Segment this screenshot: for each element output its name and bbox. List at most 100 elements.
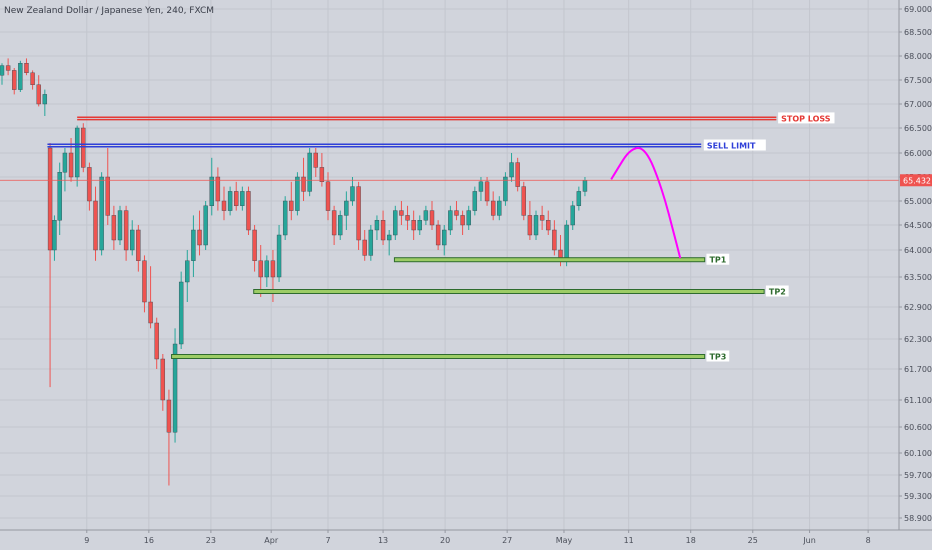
- current-price-label: 65.432: [903, 176, 931, 185]
- level-label: SELL LIMIT: [707, 142, 756, 151]
- candle-body: [582, 180, 588, 192]
- candle-body: [264, 260, 270, 278]
- time-axis-panel[interactable]: [0, 530, 932, 550]
- candle-body: [564, 224, 569, 261]
- candle-body: [215, 176, 221, 202]
- candle-body: [240, 191, 245, 206]
- price-levels[interactable]: STOP LOSS SELL LIMIT TP1 TP2 TP3: [47, 112, 835, 362]
- symbol-title: New Zealand Dollar / Japanese Yen, 240, …: [4, 6, 214, 16]
- candle-body: [386, 234, 392, 241]
- candle-body: [423, 210, 429, 221]
- price-tick-label: 69.000: [904, 5, 932, 14]
- candle: [240, 186, 245, 211]
- candle: [93, 186, 98, 261]
- candle: [405, 205, 410, 230]
- candle-body: [380, 219, 386, 241]
- candle-body: [12, 70, 17, 90]
- candle: [264, 255, 270, 287]
- candle-body: [313, 152, 318, 168]
- candle: [307, 148, 312, 197]
- candle-body: [289, 200, 294, 211]
- candle-body: [276, 234, 282, 278]
- candle: [47, 143, 53, 388]
- candle-body: [258, 260, 263, 278]
- candle: [546, 210, 551, 235]
- candle-body: [472, 191, 478, 211]
- candle-body: [234, 191, 239, 206]
- candle-body: [393, 210, 398, 236]
- candle: [62, 148, 68, 192]
- candle: [478, 177, 484, 201]
- level-label-box: [778, 112, 835, 124]
- level-stop-loss[interactable]: STOP LOSS: [77, 112, 835, 124]
- candle-body: [52, 219, 57, 251]
- price-tick-label: 60.600: [904, 423, 932, 432]
- candle-body: [105, 176, 110, 216]
- candle: [185, 250, 190, 302]
- candle: [448, 205, 453, 235]
- candle: [472, 186, 478, 216]
- level-sell-limit[interactable]: SELL LIMIT: [47, 139, 766, 151]
- level-tp3[interactable]: TP3: [171, 350, 730, 362]
- candle: [393, 205, 398, 240]
- candle-body: [74, 127, 80, 178]
- candle: [442, 225, 447, 256]
- price-tick-label: 66.000: [904, 149, 932, 158]
- time-tick-label: Jun: [802, 536, 816, 545]
- candle-body: [301, 176, 306, 192]
- level-tp2[interactable]: TP2: [253, 285, 789, 297]
- time-axis: 9 16 23 Apr 7 13 20 27 May 11 18 25 Jun 8: [84, 530, 871, 545]
- candle: [521, 181, 526, 221]
- price-tick-label: 65.000: [904, 197, 932, 206]
- price-tick-label: 62.300: [904, 335, 932, 344]
- candle-body: [99, 176, 104, 251]
- time-tick-label: 11: [624, 536, 634, 545]
- candle-body: [203, 205, 208, 246]
- candle-body: [123, 210, 129, 251]
- level-tp1[interactable]: TP1: [393, 253, 730, 265]
- candle: [148, 266, 153, 329]
- candle-body: [111, 215, 117, 241]
- candles: [0, 58, 588, 486]
- level-line[interactable]: [171, 354, 706, 359]
- price-tick-label: 63.500: [904, 273, 932, 282]
- candle: [215, 167, 221, 211]
- candle: [497, 196, 502, 221]
- candle-body: [5, 65, 11, 71]
- candle: [221, 186, 227, 221]
- current-price-tag: 65.432: [900, 174, 932, 187]
- candle-body: [515, 162, 520, 187]
- candle-body: [154, 322, 159, 360]
- price-axis-panel[interactable]: [899, 0, 932, 550]
- candle: [30, 70, 35, 90]
- candle: [227, 186, 233, 216]
- level-line[interactable]: [253, 289, 765, 294]
- candle: [87, 162, 92, 211]
- candle: [209, 157, 214, 216]
- candle: [503, 172, 508, 206]
- candle: [191, 215, 196, 277]
- candle: [142, 255, 147, 313]
- price-tick-label: 68.500: [904, 28, 932, 37]
- candle-body: [142, 260, 147, 303]
- time-tick-label: 16: [144, 536, 154, 545]
- candle: [350, 177, 355, 206]
- candle: [123, 205, 129, 261]
- candle: [130, 220, 135, 256]
- level-line[interactable]: [393, 257, 706, 263]
- candle: [203, 201, 208, 250]
- candle: [319, 153, 325, 187]
- candle-body: [42, 94, 48, 105]
- candle-body: [18, 63, 23, 90]
- candle: [18, 60, 23, 92]
- candle: [197, 210, 202, 256]
- time-tick-label: Apr: [264, 536, 279, 545]
- candle-body: [319, 167, 325, 182]
- candle: [515, 157, 520, 192]
- candle: [282, 196, 288, 240]
- candle-body: [282, 200, 288, 236]
- candle-body: [24, 63, 29, 74]
